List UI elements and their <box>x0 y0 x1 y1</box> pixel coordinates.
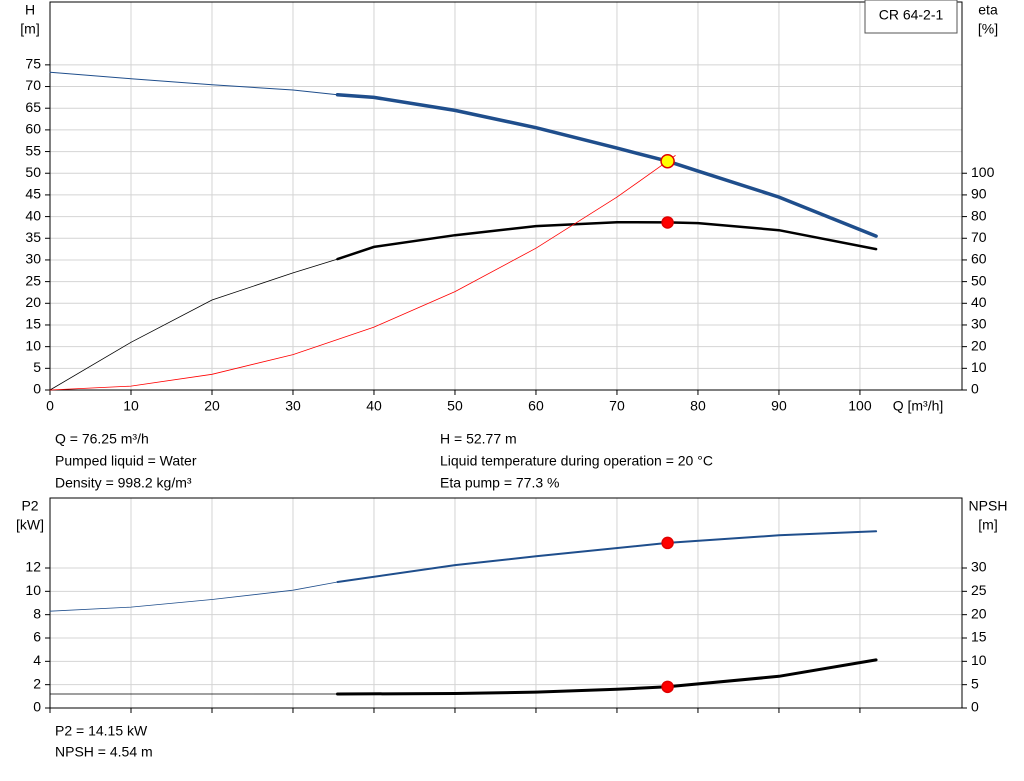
plot-frame <box>49 1 963 391</box>
y2-axis-label: NPSH <box>969 498 1008 514</box>
y2-tick-label: 30 <box>971 559 987 575</box>
curve <box>49 258 338 391</box>
x-tick-label: 70 <box>609 398 625 414</box>
y-axis-label: H <box>25 2 35 18</box>
y-tick-label: 0 <box>33 699 41 715</box>
y2-tick-label: 10 <box>971 652 987 668</box>
x-tick-label: 0 <box>46 398 54 414</box>
y2-tick-label: 100 <box>971 164 995 180</box>
x-tick-label: 50 <box>447 398 463 414</box>
y2-tick-label: 0 <box>971 699 979 715</box>
y-tick-label: 20 <box>25 294 41 310</box>
curve <box>336 530 878 583</box>
y-tick-label: 8 <box>33 605 41 621</box>
y2-tick-label: 5 <box>971 675 979 691</box>
legend-label: CR 64-2-1 <box>879 7 944 23</box>
x-tick-label: 60 <box>528 398 544 414</box>
y2-tick-label: 15 <box>971 629 987 645</box>
y2-tick-label: 30 <box>971 316 987 332</box>
y-tick-label: 55 <box>25 142 41 158</box>
curve <box>336 658 878 696</box>
curve <box>49 71 338 96</box>
y-tick-label: 15 <box>25 316 41 332</box>
duty-point <box>661 216 674 229</box>
y2-tick-label: 80 <box>971 207 987 223</box>
y-tick-label: 35 <box>25 229 41 245</box>
info-text: Q = 76.25 m³/h <box>55 431 149 447</box>
y-tick-label: 75 <box>25 56 41 72</box>
y2-tick-label: 20 <box>971 337 987 353</box>
y2-tick-label: 90 <box>971 186 987 202</box>
y-tick-label: 45 <box>25 186 41 202</box>
y2-tick-label: 50 <box>971 272 987 288</box>
x-tick-label: 40 <box>366 398 382 414</box>
info-text: Density = 998.2 kg/m³ <box>55 475 192 491</box>
y-tick-label: 50 <box>25 164 41 180</box>
y-axis-label: P2 <box>21 498 38 514</box>
y2-tick-label: 0 <box>971 381 979 397</box>
y-axis-label: [kW] <box>16 517 44 533</box>
info-text: NPSH = 4.54 m <box>55 744 153 760</box>
y2-tick-label: 60 <box>971 251 987 267</box>
y-axis-label: [m] <box>20 21 39 37</box>
y-tick-label: 65 <box>25 99 41 115</box>
curve <box>335 93 878 238</box>
curve <box>336 220 878 261</box>
y2-tick-label: 25 <box>971 582 987 598</box>
x-axis-label: Q [m³/h] <box>893 398 944 414</box>
y-tick-label: 0 <box>33 381 41 397</box>
duty-point <box>661 536 674 550</box>
y-tick-label: 12 <box>25 559 41 575</box>
y-tick-label: 4 <box>33 652 41 668</box>
info-text: P2 = 14.15 kW <box>55 723 148 739</box>
y2-tick-label: 10 <box>971 359 987 375</box>
duty-point <box>660 153 675 169</box>
x-tick-label: 100 <box>848 398 872 414</box>
x-tick-label: 10 <box>123 398 139 414</box>
y-tick-label: 40 <box>25 207 41 223</box>
x-tick-label: 90 <box>771 398 787 414</box>
legend-box <box>864 0 958 34</box>
y-tick-label: 70 <box>25 77 41 93</box>
duty-point <box>661 680 674 694</box>
y2-axis-label: eta <box>978 2 998 18</box>
info-text: Eta pump = 77.3 % <box>440 475 559 491</box>
y2-axis-label: [m] <box>978 517 997 533</box>
plot-frame <box>49 497 963 709</box>
y-tick-label: 6 <box>33 629 41 645</box>
y-tick-label: 10 <box>25 337 41 353</box>
y-tick-label: 10 <box>25 582 41 598</box>
curve <box>49 581 338 612</box>
y2-tick-label: 20 <box>971 605 987 621</box>
x-tick-label: 30 <box>285 398 301 414</box>
info-text: H = 52.77 m <box>440 431 517 447</box>
x-tick-label: 80 <box>690 398 706 414</box>
y2-tick-label: 70 <box>971 229 987 245</box>
curve <box>49 155 676 391</box>
y-tick-label: 5 <box>33 359 41 375</box>
y-tick-label: 25 <box>25 272 41 288</box>
y-tick-label: 2 <box>33 675 41 691</box>
y-tick-label: 60 <box>25 121 41 137</box>
y2-axis-label: [%] <box>978 21 998 37</box>
info-text: Pumped liquid = Water <box>55 453 197 469</box>
y2-tick-label: 40 <box>971 294 987 310</box>
y-tick-label: 30 <box>25 251 41 267</box>
x-tick-label: 20 <box>204 398 220 414</box>
info-text: Liquid temperature during operation = 20… <box>440 453 713 469</box>
